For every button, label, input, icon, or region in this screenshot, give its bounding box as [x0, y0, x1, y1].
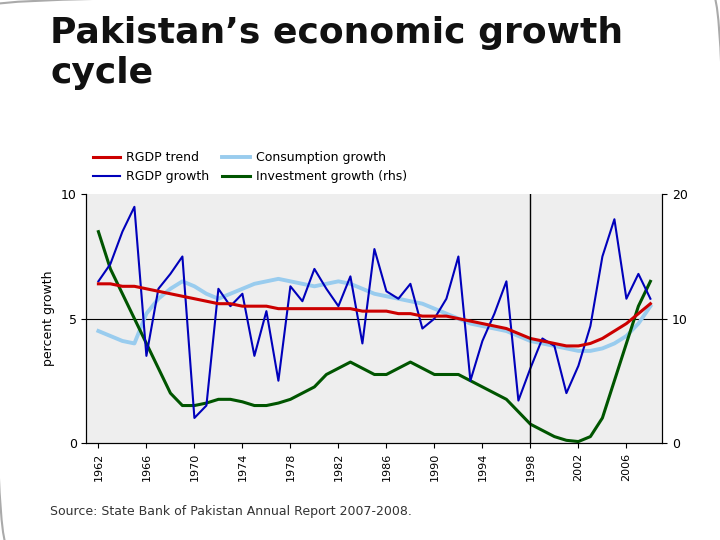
Text: Pakistan’s economic growth
cycle: Pakistan’s economic growth cycle — [50, 16, 624, 90]
Y-axis label: percent growth: percent growth — [42, 271, 55, 366]
Text: Source: State Bank of Pakistan Annual Report 2007-2008.: Source: State Bank of Pakistan Annual Re… — [50, 505, 413, 518]
Legend: RGDP trend, RGDP growth, Consumption growth, Investment growth (rhs): RGDP trend, RGDP growth, Consumption gro… — [93, 151, 407, 183]
